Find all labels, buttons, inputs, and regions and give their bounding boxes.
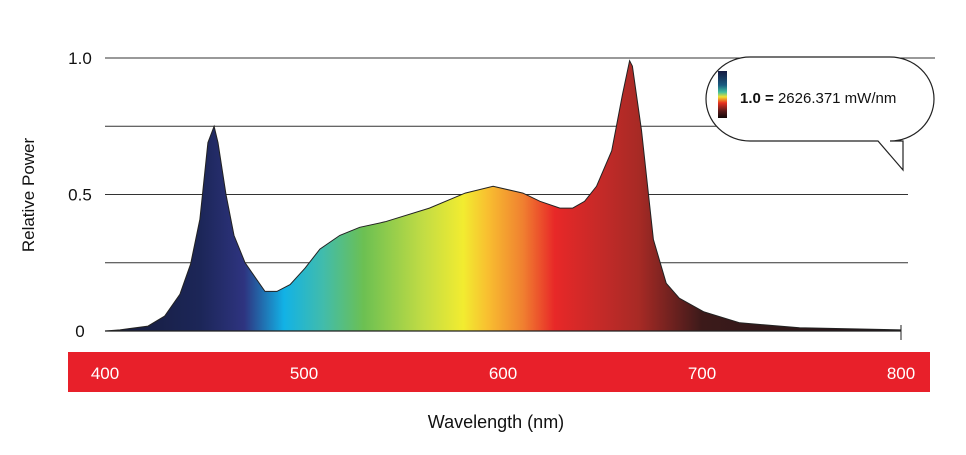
color-scale-legend [718,71,727,118]
x-tick-label: 400 [91,364,119,383]
callout-bold: 1.0 = [740,90,774,107]
power-callout: 1.0 = 2626.371 mW/nm [705,56,935,172]
y-axis-label: Relative Power [19,137,38,252]
x-tick-label: 800 [887,364,915,383]
svg-text:1.0 = 2626.371 mW/nm: 1.0 = 2626.371 mW/nm [740,90,896,107]
y-tick-label: 0 [75,322,84,341]
wavelength-band [68,352,930,392]
x-axis-label: Wavelength (nm) [428,412,564,432]
x-tick-label: 600 [489,364,517,383]
x-tick-label: 700 [688,364,716,383]
x-tick-label: 500 [290,364,318,383]
y-tick-label: 1.0 [68,49,92,68]
spectrum-area [104,59,902,332]
callout-value: 2626.371 mW/nm [778,90,896,107]
y-tick-label: 0.5 [68,186,92,205]
